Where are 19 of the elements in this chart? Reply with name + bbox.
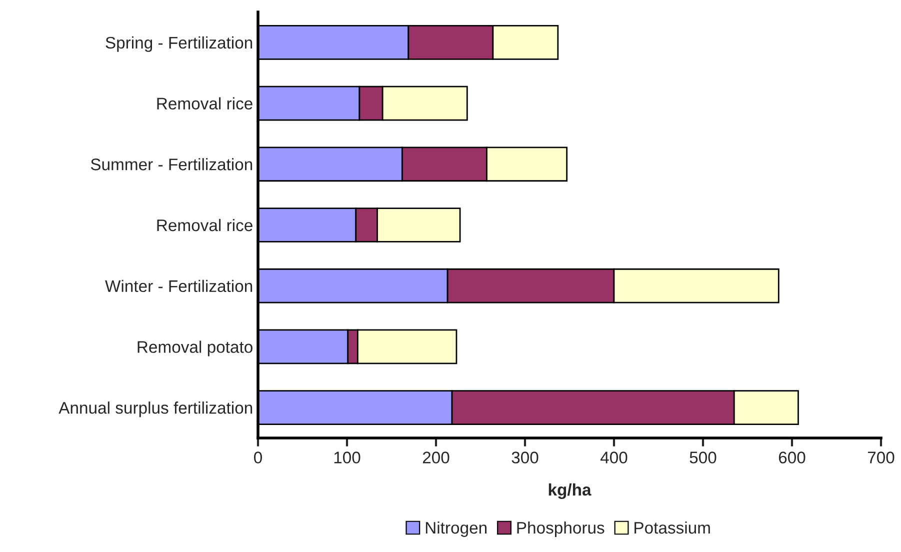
y-tick-label: Spring - Fertilization xyxy=(106,36,252,52)
x-tick-label: 100 xyxy=(334,452,360,464)
y-tick-label: Removal potato xyxy=(138,340,252,356)
x-tick-label: 700 xyxy=(868,452,894,464)
x-tick-label: 600 xyxy=(778,452,806,464)
x-tick-label: 500 xyxy=(690,452,716,464)
legend-label: Potassium xyxy=(634,521,710,534)
x-axis-title: kg/ha xyxy=(548,483,592,500)
y-tick-label: Winter - Fertilization xyxy=(105,280,252,292)
x-tick-label: 0 xyxy=(254,452,262,464)
x-tick-label: 200 xyxy=(422,452,450,464)
legend-label: Phosphorus xyxy=(517,521,604,537)
x-tick-label: 400 xyxy=(600,452,628,464)
y-tick-label: Removal rice xyxy=(157,218,252,232)
legend-label: Nitrogen xyxy=(426,521,486,537)
y-tick-label: Removal rice xyxy=(157,97,252,110)
y-tick-label: Summer - Fertilization xyxy=(90,158,252,170)
x-tick-label: 300 xyxy=(512,452,538,464)
y-tick-label: Annual surplus fertilization xyxy=(58,402,252,418)
